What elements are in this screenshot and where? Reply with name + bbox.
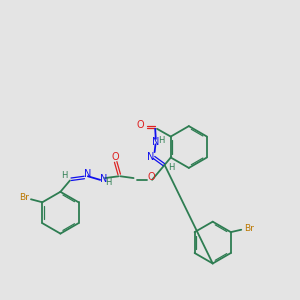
Text: Br: Br: [244, 224, 254, 233]
Text: N: N: [152, 137, 159, 147]
Text: H: H: [158, 136, 164, 145]
Text: O: O: [111, 152, 119, 162]
Text: Br: Br: [19, 193, 29, 202]
Text: O: O: [136, 120, 144, 130]
Text: H: H: [106, 178, 112, 187]
Text: N: N: [84, 169, 92, 179]
Text: H: H: [61, 172, 68, 181]
Text: H: H: [168, 163, 174, 172]
Text: N: N: [147, 152, 154, 162]
Text: N: N: [100, 174, 107, 184]
Text: O: O: [147, 172, 155, 182]
